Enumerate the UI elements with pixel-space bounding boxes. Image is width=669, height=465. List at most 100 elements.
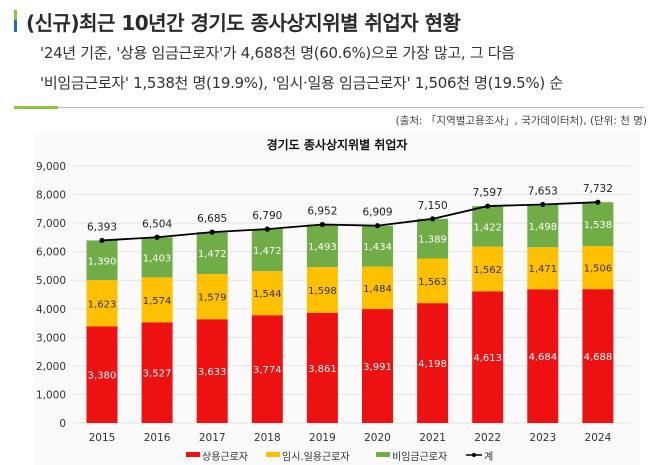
y-tick-label: 5,000 [36,275,66,287]
bar-segment-비임금근로자 [306,224,338,268]
title-accent [14,10,17,32]
total-point [374,223,381,229]
bar-segment-비임금근로자 [362,225,393,267]
legend-swatch [186,452,200,457]
data-label: 1,484 [363,284,392,295]
total-label: 7,653 [528,185,558,197]
total-label: 6,952 [307,205,337,217]
bar-segment-임시.일용근로자 [306,267,338,313]
total-point [209,229,215,235]
bar-segment-상용근로자 [417,303,449,423]
data-label: 1,472 [253,246,282,257]
total-point [540,201,546,208]
bar-segment-임시.일용근로자 [527,247,559,290]
divider-accent [14,106,58,109]
summary-line-1: '24년 기준, '상용 임금근로자'가 4,688천 명(60.6%)으로 가… [40,44,515,62]
total-label: 6,504 [142,218,172,230]
x-tick-label: 2016 [144,432,171,444]
total-line [101,201,598,242]
total-point [319,221,325,228]
y-tick-label: 7,000 [36,218,66,230]
x-tick-label: 2019 [309,432,336,444]
data-label: 1,562 [473,265,502,276]
bar-segment-비임금근로자 [527,204,559,248]
bar-segment-임시.일용근로자 [86,280,118,327]
total-label: 7,150 [418,200,448,212]
y-tick-label: 4,000 [36,304,66,316]
total-label: 6,685 [197,213,227,225]
bar-segment-임시.일용근로자 [141,277,173,323]
data-label: 4,684 [528,352,557,363]
data-label: 1,563 [418,277,447,288]
legend-label: 비임금근로자 [392,450,447,463]
data-label: 3,380 [88,371,117,382]
bar-segment-비임금근로자 [472,206,504,247]
x-tick-label: 2023 [529,432,556,444]
bar-segment-비임금근로자 [141,237,173,278]
total-point [595,199,601,205]
y-tick-label: 8,000 [36,190,66,202]
data-label: 4,613 [473,353,502,364]
divider [14,107,644,108]
data-label: 3,527 [143,369,172,380]
bar-segment-상용근로자 [582,289,614,423]
x-tick-label: 2021 [419,432,446,444]
bar-segment-상용근로자 [527,289,559,423]
y-tick-label: 2,000 [36,361,66,373]
data-label: 1,472 [198,249,227,260]
total-label: 7,597 [473,187,503,199]
legend-marker [472,453,476,457]
data-label: 3,774 [253,365,282,376]
data-label: 1,574 [143,296,172,307]
legend-label: 임시.일용근로자 [282,450,350,463]
y-tick-label: 0 [59,418,66,430]
x-tick-label: 2020 [364,432,391,444]
data-label: 1,579 [198,293,227,304]
data-label: 3,633 [198,367,227,378]
data-label: 1,471 [528,264,557,275]
bar-segment-상용근로자 [141,322,173,423]
data-label: 1,434 [363,242,392,253]
x-tick-label: 2022 [474,432,501,444]
y-tick-label: 6,000 [36,247,66,259]
total-point [99,237,105,244]
bar-segment-비임금근로자 [86,240,118,281]
bar-segment-임시.일용근로자 [362,266,393,310]
bar-segment-상용근로자 [472,291,504,423]
legend-label: 계 [484,451,493,463]
data-label: 3,861 [308,364,337,375]
bar-segment-임시.일용근로자 [251,271,283,316]
data-label: 1,498 [528,222,557,233]
data-label: 1,506 [584,264,613,275]
y-tick-label: 9,000 [36,161,66,173]
bar-segment-비임금근로자 [417,218,449,259]
bar-segment-상용근로자 [306,312,338,423]
data-label: 4,688 [584,352,613,363]
data-label: 4,198 [418,359,447,370]
data-label: 1,623 [88,299,117,310]
x-tick-label: 2015 [89,432,116,444]
bar-segment-상용근로자 [196,319,228,423]
legend-swatch [266,452,280,457]
total-label: 7,732 [583,183,613,195]
page-title: (신규)최근 10년간 경기도 종사상지위별 취업자 현황 [26,11,461,35]
data-label: 1,493 [308,242,337,253]
data-label: 1,403 [143,253,172,264]
x-tick-label: 2017 [199,432,226,444]
bar-segment-상용근로자 [86,326,118,423]
data-label: 1,390 [88,256,117,267]
data-label: 1,538 [584,220,613,231]
bar-segment-상용근로자 [362,309,393,423]
bar-segment-임시.일용근로자 [582,246,614,290]
bar-segment-비임금근로자 [196,232,228,275]
total-label: 6,909 [362,207,392,219]
total-point [264,226,270,232]
data-label: 3,991 [363,362,392,373]
bar-segment-상용근로자 [251,315,283,423]
bar-segment-임시.일용근로자 [417,258,449,304]
data-label: 1,598 [308,286,337,297]
data-label: 1,389 [418,235,447,246]
legend-label: 상용근로자 [202,451,248,463]
legend-swatch [376,452,390,457]
